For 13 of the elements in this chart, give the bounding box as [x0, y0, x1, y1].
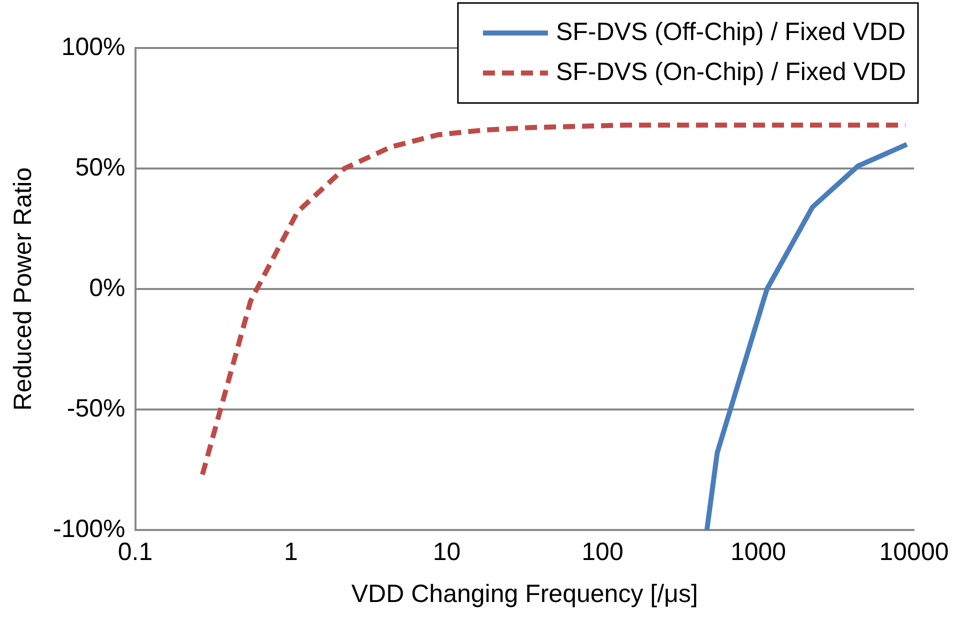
x-tick-label: 100 — [582, 538, 624, 566]
y-tick-label: -50% — [66, 394, 126, 422]
y-axis-title: Reduced Power Ratio — [8, 167, 37, 411]
x-tick-label: 1 — [284, 538, 298, 566]
x-tick-label: 10000 — [879, 538, 949, 566]
legend-label: SF-DVS (On-Chip) / Fixed VDD — [556, 58, 906, 86]
x-tick-label: 10 — [432, 538, 461, 566]
y-tick-label: 0% — [89, 274, 126, 302]
x-axis-title: VDD Changing Frequency [/μs] — [351, 580, 698, 608]
x-tick-label: 1000 — [730, 538, 786, 566]
y-tick-label: 50% — [75, 153, 126, 182]
legend-label: SF-DVS (Off-Chip) / Fixed VDD — [556, 18, 906, 46]
y-tick-label: 100% — [61, 32, 126, 61]
